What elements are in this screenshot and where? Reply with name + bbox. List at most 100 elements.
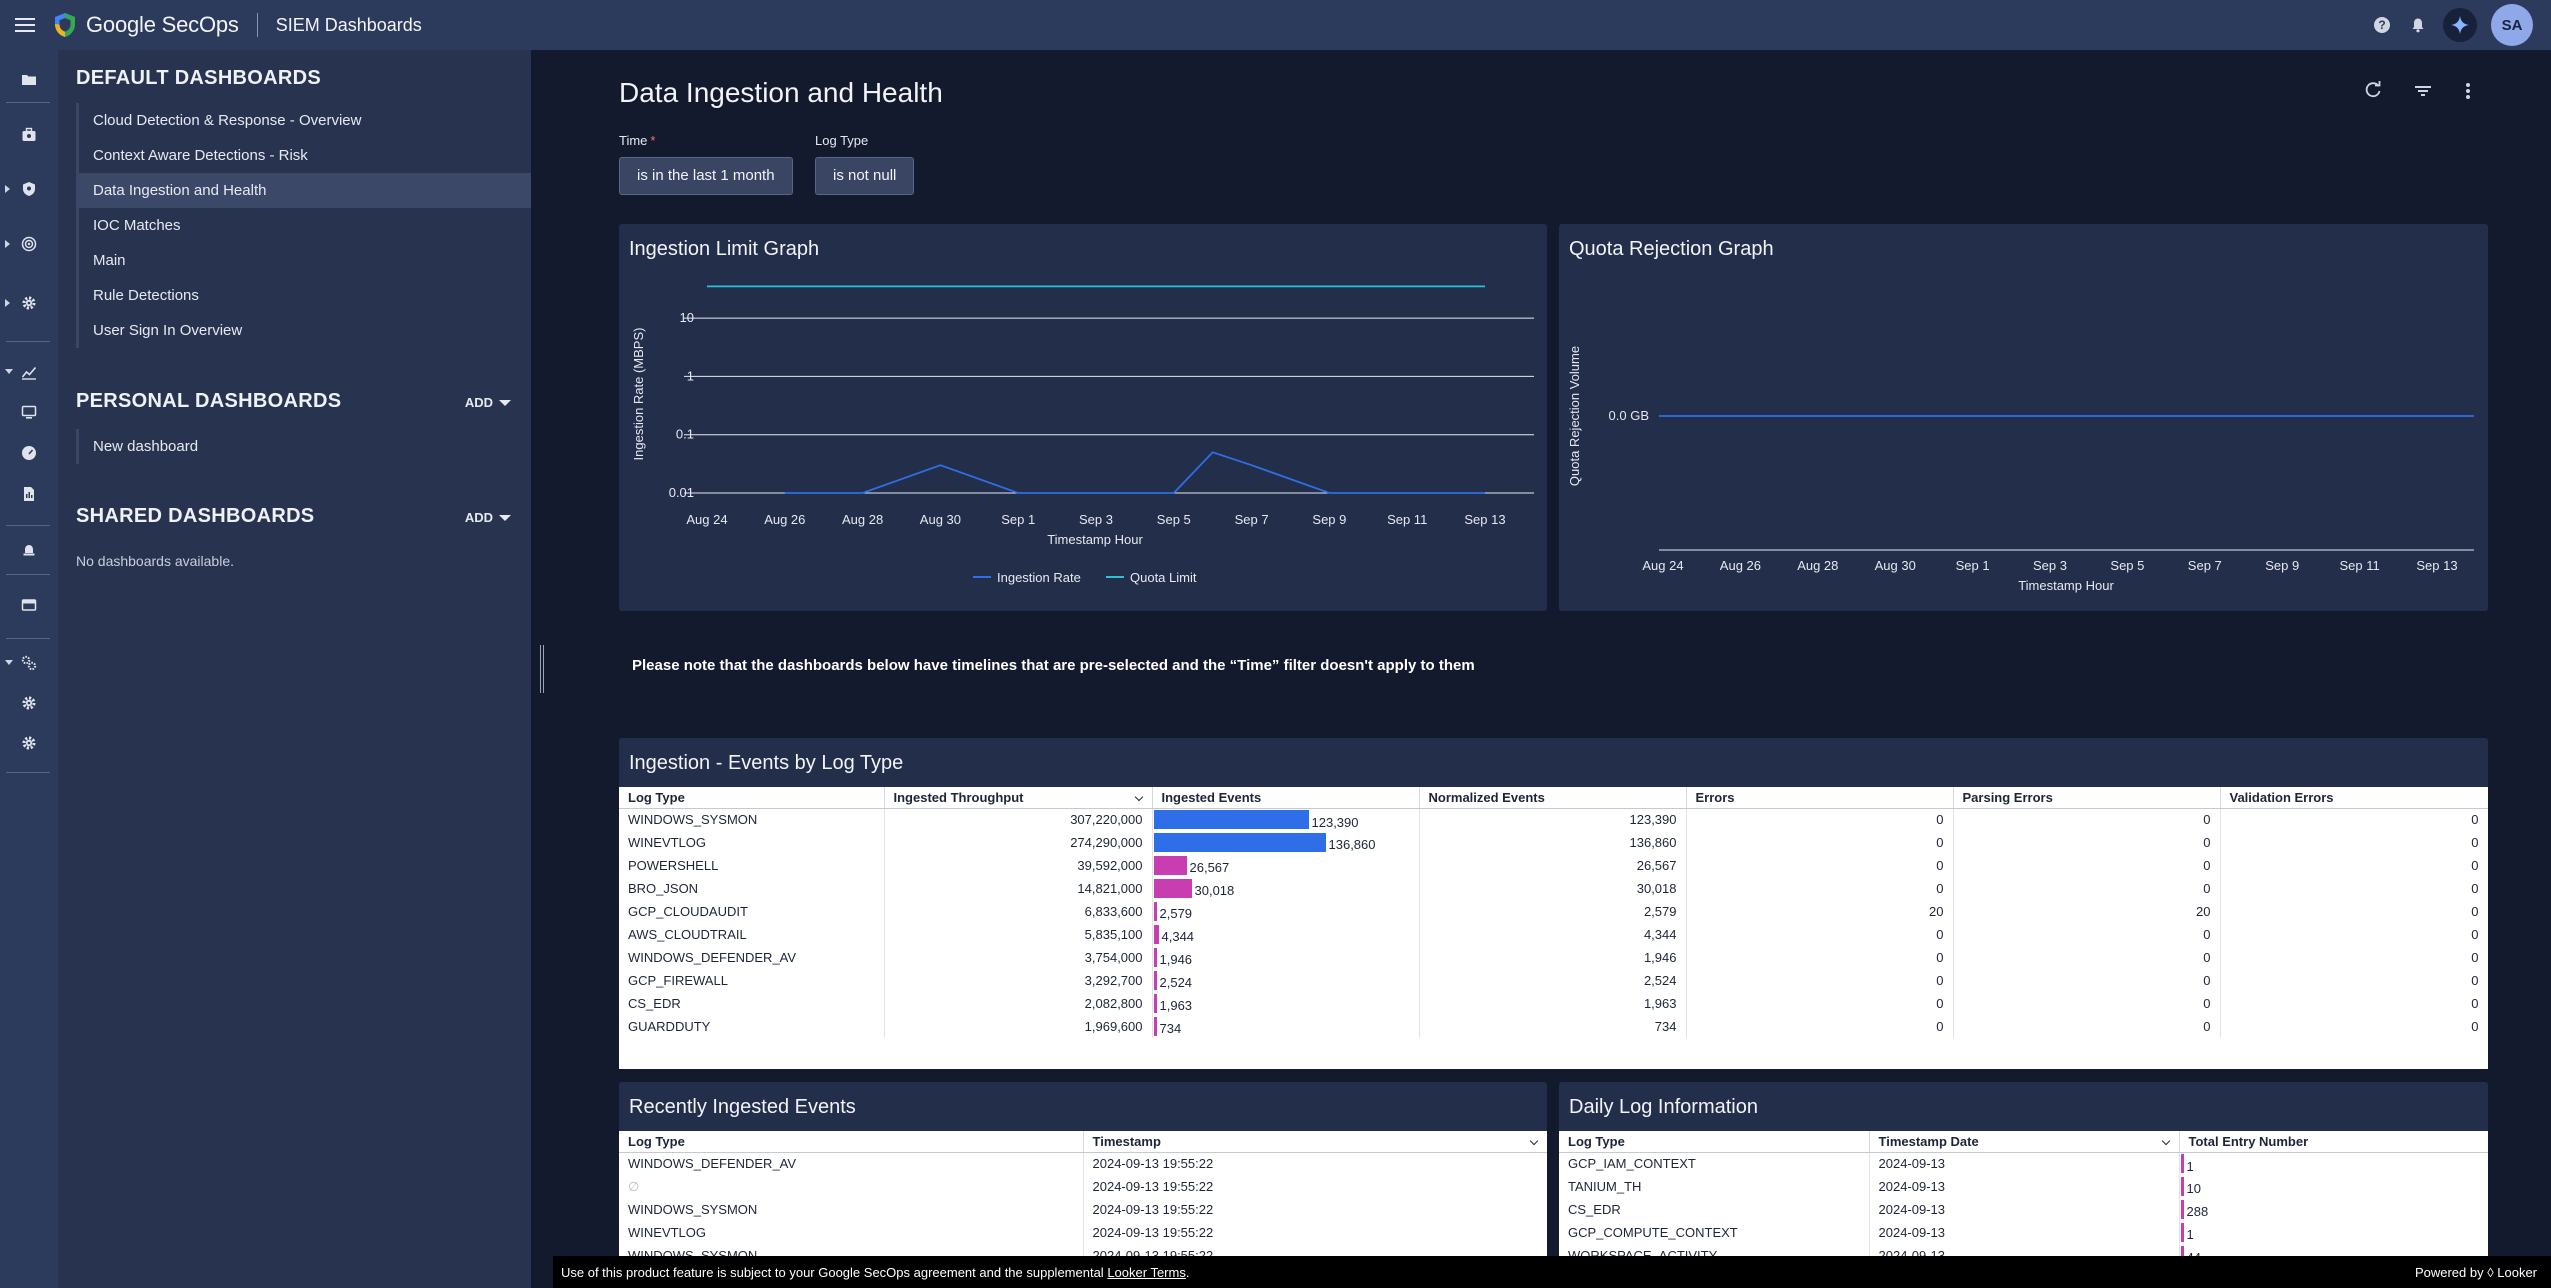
events-value: 30,018 (1194, 883, 1235, 899)
column-validation-errors[interactable]: Validation Errors (2220, 787, 2488, 809)
events-bar (1153, 924, 1159, 944)
x-tick-label: Sep 7 (1235, 512, 1269, 527)
folder-icon[interactable] (0, 65, 58, 95)
column-errors[interactable]: Errors (1686, 787, 1954, 809)
sort-desc-icon[interactable] (2161, 1136, 2170, 1146)
table-row[interactable]: GCP_FIREWALL 3,292,700 2,524 2,524 0 0 0 (619, 969, 2488, 992)
gear-icon[interactable] (0, 688, 58, 718)
bell-icon[interactable] (2407, 14, 2429, 36)
x-tick-label: Aug 26 (764, 512, 805, 527)
column-parsing-errors[interactable]: Parsing Errors (1953, 787, 2221, 809)
more-vert-icon[interactable] (2458, 80, 2478, 104)
table-row[interactable]: GUARDDUTY 1,969,600 734 734 0 0 0 (619, 1015, 2488, 1038)
cell-log-type: POWERSHELL (619, 854, 885, 877)
table-row[interactable]: WINEVTLOG 2024-09-13 19:55:22 (619, 1221, 1547, 1244)
sidebar-item-context-aware[interactable]: Context Aware Detections - Risk (93, 147, 308, 164)
dashboards-chart-icon[interactable] (0, 357, 58, 387)
table-row[interactable]: WINDOWS_SYSMON 307,220,000 123,390 123,390 0… (619, 808, 2488, 831)
sidebar-item-data-ingestion[interactable]: Data Ingestion and Health (79, 173, 531, 208)
terms-notice: Use of this product feature is subject t… (561, 1265, 1189, 1280)
table-row[interactable]: CS_EDR 2,082,800 1,963 1,963 0 0 0 (619, 992, 2488, 1015)
table-row[interactable]: GCP_COMPUTE_CONTEXT 2024-09-13 1 (1559, 1221, 2488, 1244)
cell-errors: 0 (1686, 877, 1954, 900)
log-type-filter-chip[interactable]: is not null (815, 157, 915, 195)
events-bar (1153, 809, 1309, 829)
total-bar (2180, 1222, 2184, 1242)
table-row[interactable]: POWERSHELL 39,592,000 26,567 26,567 0 0 0 (619, 854, 2488, 877)
sort-desc-icon[interactable] (1529, 1136, 1538, 1146)
report-icon[interactable] (0, 479, 58, 509)
expand-caret-icon[interactable] (5, 185, 10, 193)
cell-ingested-events: 2,524 (1152, 969, 1420, 992)
cell-log-type: WINEVTLOG (619, 1221, 1084, 1244)
cell-ingested-events: 26,567 (1152, 854, 1420, 877)
monitor-icon[interactable] (0, 397, 58, 427)
sort-desc-icon[interactable] (1134, 792, 1143, 802)
cell-errors: 0 (1686, 969, 1954, 992)
sidebar-item-rule-detections[interactable]: Rule Detections (93, 287, 199, 304)
ingestion-limit-chart: 0.01 0.1 1 10 Aug 24 Aug 26 Aug 28 Aug 30 Sep 1 S… (631, 285, 1534, 585)
cell-validation-errors: 0 (2220, 923, 2488, 946)
sidebar-item-main[interactable]: Main (93, 252, 126, 269)
table-row[interactable]: WINEVTLOG 274,290,000 136,860 136,860 0 0 0 (619, 831, 2488, 854)
events-value: 1,963 (1159, 998, 1193, 1014)
splitter-grip[interactable] (540, 645, 544, 693)
events-bar (1153, 855, 1187, 875)
cell-normalized: 30,018 (1419, 877, 1687, 900)
table-row[interactable]: GCP_IAM_CONTEXT 2024-09-13 1 (1559, 1152, 2488, 1175)
looker-terms-link[interactable]: Looker Terms (1107, 1265, 1186, 1280)
alarm-bell-icon[interactable] (0, 535, 58, 565)
sidebar-item-cloud-detection[interactable]: Cloud Detection & Response - Overview (93, 112, 362, 129)
column-normalized-events[interactable]: Normalized Events (1419, 787, 1687, 809)
table-row[interactable]: WINDOWS_SYSMON 2024-09-13 19:55:22 (619, 1244, 1547, 1256)
cell-parsing-errors: 0 (1953, 969, 2221, 992)
panel-splitter[interactable] (531, 50, 553, 1288)
sidebar-item-new-dashboard[interactable]: New dashboard (93, 438, 199, 455)
filter-icon[interactable] (2412, 80, 2436, 104)
table-row[interactable]: BRO_JSON 14,821,000 30,018 30,018 0 0 0 (619, 877, 2488, 900)
shield-icon[interactable] (0, 174, 58, 204)
column-log-type[interactable]: Log Type (619, 787, 885, 809)
column-timestamp-date[interactable]: Timestamp Date (1869, 1131, 2180, 1153)
table-row[interactable]: TANIUM_TH 2024-09-13 10 (1559, 1175, 2488, 1198)
table-row[interactable]: GCP_CLOUDAUDIT 6,833,600 2,579 2,579 20 20 0 (619, 900, 2488, 923)
reload-icon[interactable] (2363, 80, 2387, 104)
add-personal-button[interactable]: ADD (465, 395, 511, 410)
rail-divider (6, 772, 50, 773)
table-row[interactable]: ∅ 2024-09-13 19:55:22 (619, 1175, 1547, 1198)
column-log-type[interactable]: Log Type (1559, 1131, 1870, 1153)
table-row[interactable]: WINDOWS_SYSMON 2024-09-13 19:55:22 (619, 1198, 1547, 1221)
radar-icon[interactable] (0, 229, 58, 259)
column-total-entry-number[interactable]: Total Entry Number (2179, 1131, 2488, 1153)
column-log-type[interactable]: Log Type (619, 1131, 1084, 1153)
column-ingested-throughput[interactable]: Ingested Throughput (884, 787, 1153, 809)
menu-icon[interactable] (0, 0, 50, 50)
collapse-caret-icon[interactable] (5, 660, 13, 665)
help-icon[interactable]: ? (2371, 14, 2393, 36)
collapse-caret-icon[interactable] (5, 369, 13, 374)
x-tick-label: Aug 28 (1797, 558, 1838, 573)
brand-name[interactable]: Google SecOps (86, 12, 239, 37)
column-timestamp[interactable]: Timestamp (1083, 1131, 1547, 1153)
add-shared-button[interactable]: ADD (465, 510, 511, 525)
gear-icon[interactable] (0, 288, 58, 318)
user-avatar[interactable]: SA (2491, 4, 2533, 46)
expand-caret-icon[interactable] (5, 240, 10, 248)
cases-icon[interactable] (0, 120, 58, 150)
sidebar-item-user-sign-in[interactable]: User Sign In Overview (93, 322, 243, 339)
sidebar-item-ioc-matches[interactable]: IOC Matches (93, 217, 181, 234)
table-row[interactable]: WINDOWS_DEFENDER_AV 3,754,000 1,946 1,946 0 0… (619, 946, 2488, 969)
expand-caret-icon[interactable] (5, 299, 10, 307)
table-row[interactable]: AWS_CLOUDTRAIL 5,835,100 4,344 4,344 0 0 0 (619, 923, 2488, 946)
column-ingested-events[interactable]: Ingested Events (1152, 787, 1420, 809)
storefront-icon[interactable] (0, 590, 58, 620)
sparkle-icon[interactable] (2443, 8, 2477, 42)
table-row[interactable]: WINDOWS_DEFENDER_AV 2024-09-13 19:55:22 (619, 1152, 1547, 1175)
speedometer-icon[interactable] (0, 438, 58, 468)
settings-group-icon[interactable] (0, 648, 58, 678)
time-filter-chip[interactable]: is in the last 1 month (619, 157, 793, 195)
table-row[interactable]: CS_EDR 2024-09-13 288 (1559, 1198, 2488, 1221)
events-table: Log Type Ingested Throughput Ingested Ev… (619, 787, 2488, 1069)
gear-icon[interactable] (0, 728, 58, 758)
